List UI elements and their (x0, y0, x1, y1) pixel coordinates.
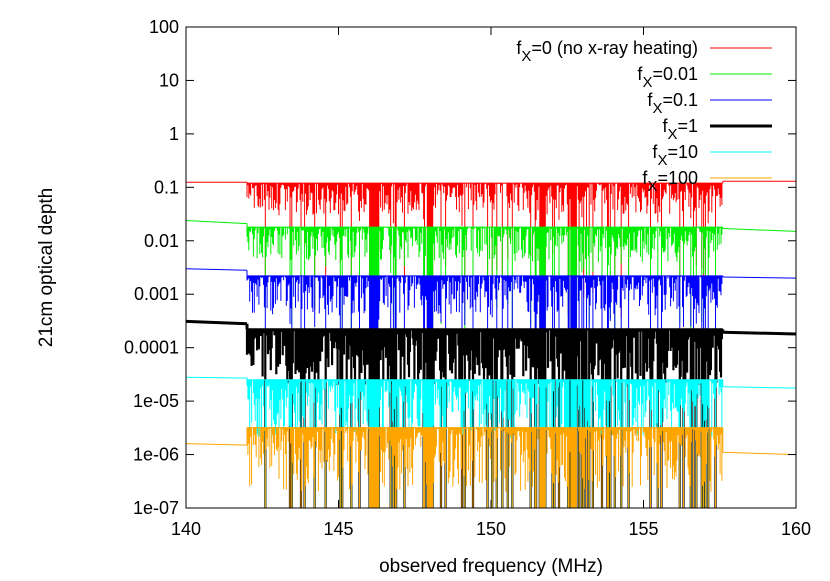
x-tick-label: 155 (628, 519, 658, 539)
series-forest (246, 182, 723, 508)
series-line (722, 276, 797, 279)
y-tick-label: 1 (169, 124, 179, 144)
x-tick-label: 160 (781, 519, 811, 539)
y-tick-label: 0.001 (134, 284, 179, 304)
y-tick-label: 1e-07 (133, 498, 179, 518)
series-forest (246, 275, 723, 508)
absorption-forests (245, 181, 725, 508)
y-tick-label: 1e-06 (133, 445, 179, 465)
series-forest (246, 379, 723, 508)
legend-entry-label: fX=10 (652, 142, 698, 169)
y-tick-label: 1e-05 (133, 391, 179, 411)
y-axis-title: 21cm optical depth (36, 188, 57, 348)
x-axis-title: observed frequency (MHz) (379, 556, 603, 577)
series-line (185, 376, 248, 379)
series-line (185, 220, 248, 225)
legend-entry-label: fX=0 (no x-ray heating) (516, 38, 698, 65)
axis-ticks: 140 145 150 155 160 1e-07 1e-06 1e-05 0.0001 0.00… (124, 17, 811, 539)
y-tick-label: 0.1 (154, 177, 179, 197)
y-tick-label: 100 (149, 17, 179, 37)
x-tick-label: 145 (323, 519, 353, 539)
series-line (722, 386, 797, 389)
legend-entry-label: fX=0.01 (637, 64, 698, 91)
legend: fX=0 (no x-ray heating)fX=0.01fX=0.1fX=1… (516, 38, 772, 195)
series-forest (246, 226, 723, 508)
legend-entry-label: fX=100 (642, 168, 698, 195)
y-tick-label: 0.0001 (124, 338, 179, 358)
y-tick-label: 0.01 (144, 231, 179, 251)
series-line (722, 228, 797, 232)
series-forest (245, 328, 723, 508)
series-line (185, 268, 248, 271)
series-line (722, 451, 797, 456)
legend-entry-label: fX=0.1 (647, 90, 698, 117)
series-forest (247, 427, 723, 508)
series-line (722, 330, 797, 336)
series-line (185, 443, 248, 446)
x-tick-label: 150 (476, 519, 506, 539)
series-line (185, 319, 248, 326)
y-tick-label: 10 (159, 70, 179, 90)
x-tick-label: 140 (171, 519, 201, 539)
legend-entry-label: fX=1 (662, 116, 698, 143)
series-baselines (185, 180, 797, 456)
